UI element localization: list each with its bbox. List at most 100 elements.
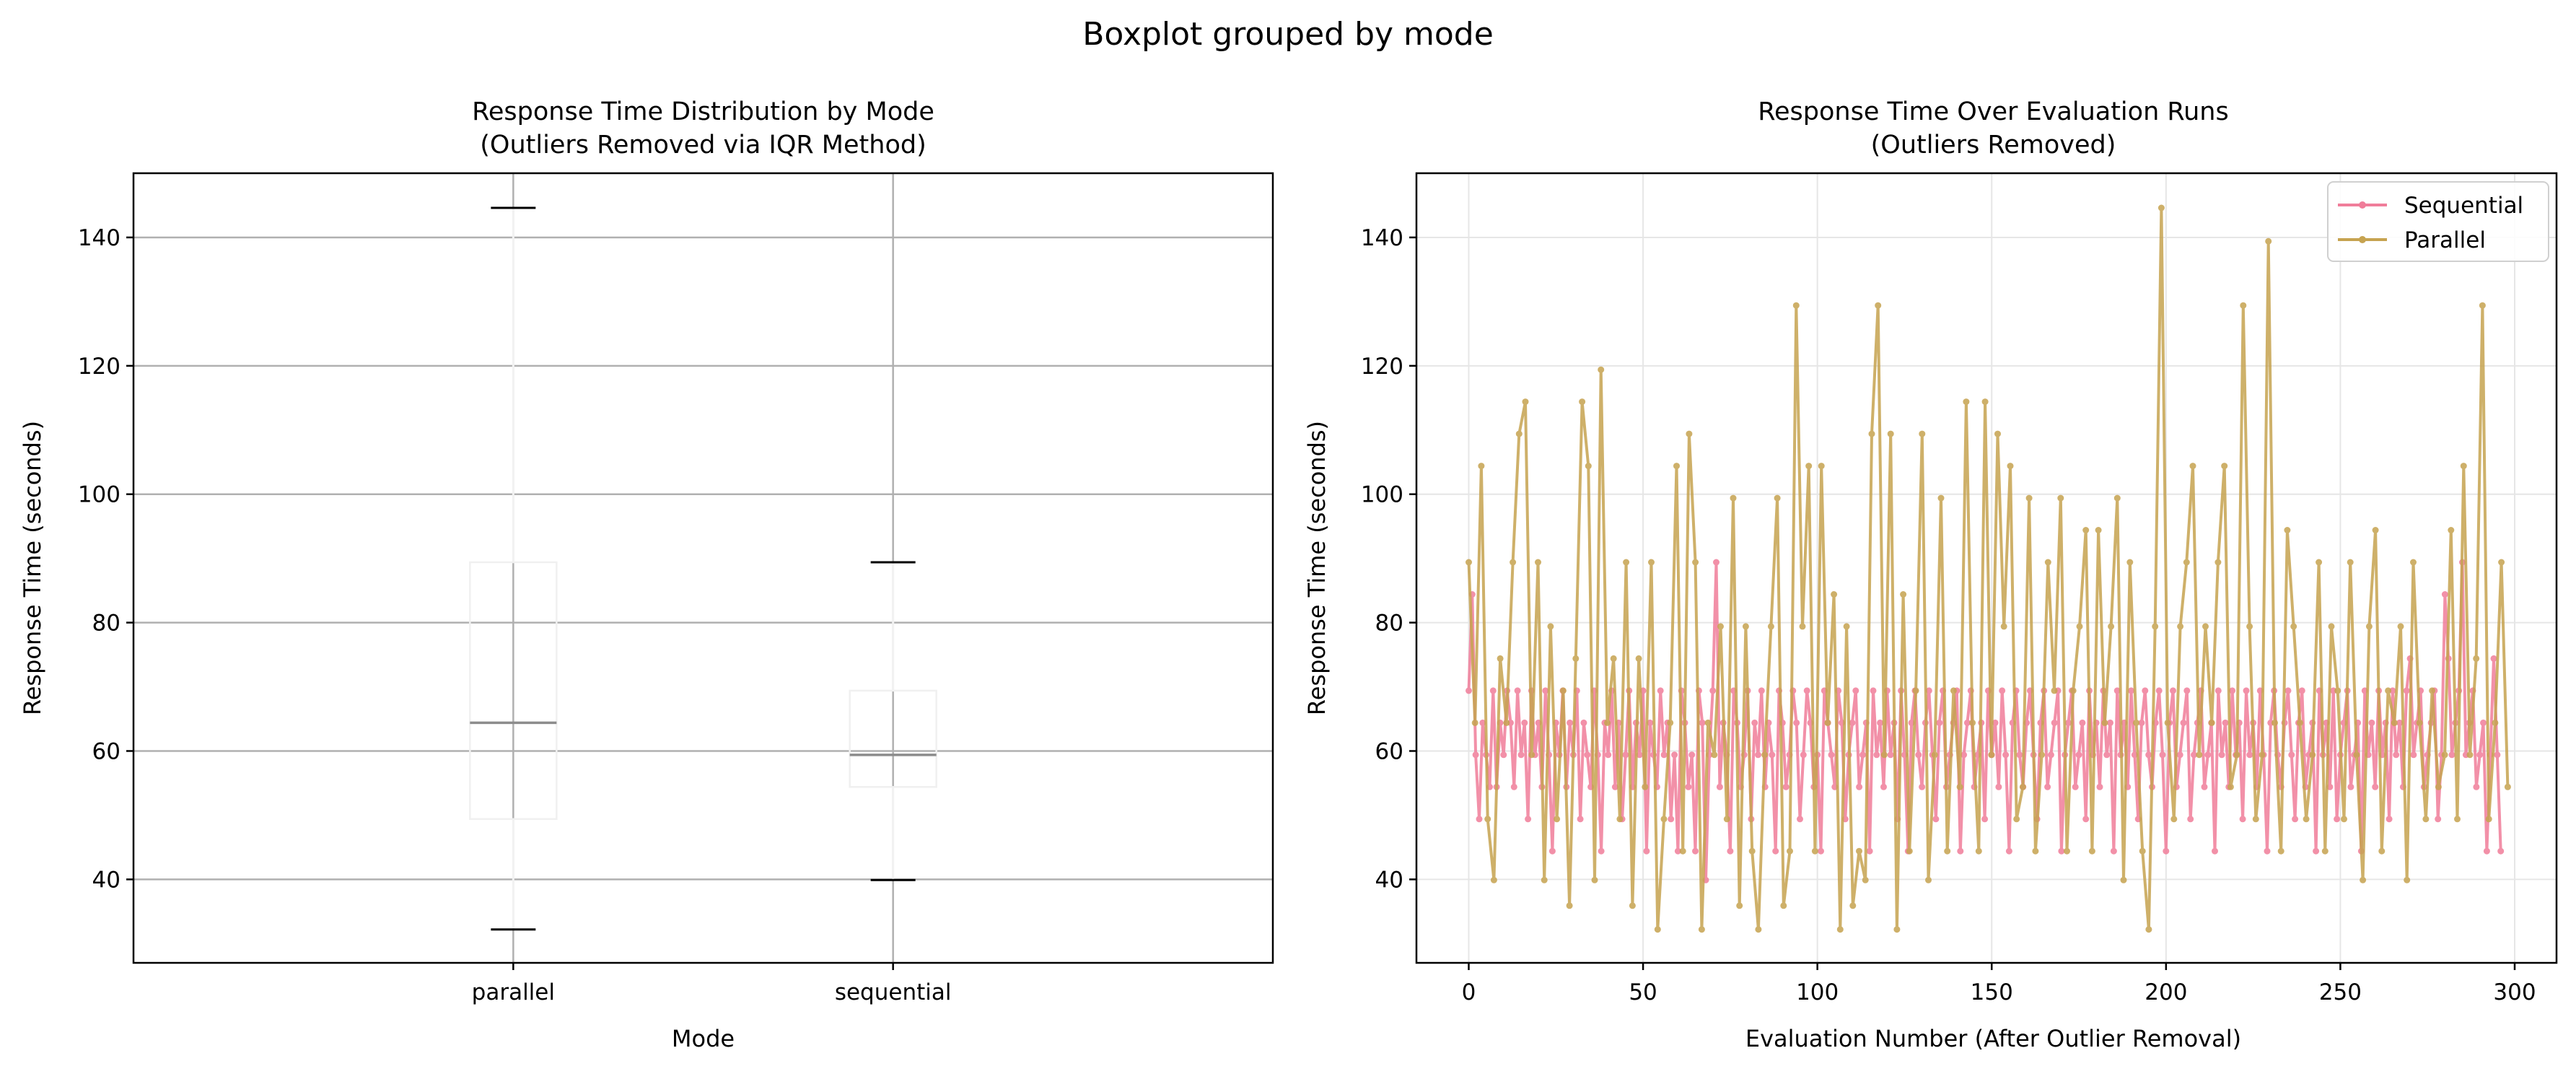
line-chart-y-ticks: 40 60 80 100 120 140 — [1361, 225, 1416, 893]
series-parallel-point — [1831, 591, 1838, 598]
series-sequential-point — [1611, 783, 1618, 790]
series-sequential-point — [1981, 816, 1989, 823]
series-parallel-point — [2498, 559, 2505, 566]
series-sequential-point — [2246, 751, 2253, 759]
series-sequential-point — [2065, 719, 2072, 726]
series-sequential-point — [1692, 847, 1699, 855]
series-sequential-point — [2264, 847, 2271, 855]
series-parallel-point — [1774, 494, 1781, 502]
series-sequential-point — [1961, 751, 1968, 759]
boxplot-y-tick-label: 140 — [78, 225, 121, 251]
series-sequential-point — [2159, 751, 2166, 759]
line-chart-y-tick-label: 40 — [1375, 867, 1403, 893]
series-parallel-point — [2365, 623, 2373, 630]
series-parallel-point — [1717, 623, 1724, 630]
series-sequential-point — [1849, 719, 1856, 726]
legend-sequential-label: Sequential — [2404, 193, 2523, 219]
series-parallel-point — [2372, 527, 2379, 533]
series-sequential-point — [1957, 847, 1964, 855]
series-parallel-point — [2189, 463, 2196, 470]
series-parallel-point — [2296, 719, 2303, 726]
boxplot-axes-frame — [132, 172, 1274, 964]
box-iqr-rect — [849, 689, 937, 788]
series-sequential-point — [2229, 687, 2236, 694]
series-parallel-point — [1849, 902, 1857, 909]
series-parallel-point — [1843, 623, 1850, 630]
series-parallel-point — [2347, 559, 2354, 566]
series-sequential-point — [2072, 783, 2079, 790]
series-sequential-point — [1466, 687, 1472, 694]
series-parallel-point — [2057, 494, 2064, 502]
series-parallel-point — [2101, 719, 2108, 726]
series-parallel-point — [2221, 463, 2228, 470]
series-parallel-point — [2164, 719, 2171, 726]
series-parallel-point — [1780, 902, 1787, 909]
line-chart-legend: Sequential Parallel — [2327, 181, 2549, 262]
line-chart-x-tick-label: 150 — [1971, 979, 2013, 1005]
series-parallel-point — [1623, 559, 1630, 566]
series-sequential-point — [2058, 847, 2065, 855]
series-sequential-point — [1510, 783, 1517, 790]
series-sequential-point — [2288, 751, 2295, 759]
series-parallel-point — [2095, 527, 2102, 533]
series-parallel-point — [1579, 398, 1586, 406]
series-sequential-point — [2183, 687, 2191, 694]
series-sequential-point — [1671, 751, 1678, 759]
series-parallel-point — [1981, 398, 1989, 406]
series-parallel-point — [2316, 559, 2323, 566]
series-parallel-point — [2341, 816, 2347, 823]
series-parallel-point — [2309, 751, 2316, 759]
line-chart-x-tick-label: 300 — [2493, 979, 2536, 1005]
series-parallel-point — [2069, 687, 2077, 694]
series-parallel-point — [2473, 655, 2480, 662]
series-parallel-point — [1937, 494, 1945, 502]
series-sequential-point — [2128, 687, 2134, 694]
series-sequential-point — [2284, 687, 2292, 694]
series-parallel-point — [2088, 847, 2095, 855]
series-sequential-point — [2005, 847, 2012, 855]
series-parallel-point — [2139, 847, 2146, 855]
series-sequential-point — [1859, 751, 1866, 759]
boxplot-gridlines — [133, 173, 1273, 963]
series-parallel-point — [2479, 302, 2486, 309]
series-sequential-point — [1685, 783, 1692, 790]
series-parallel-point — [2113, 494, 2121, 502]
figure-suptitle: Boxplot grouped by mode — [1082, 16, 1494, 53]
series-parallel-point — [2038, 751, 2046, 759]
series-sequential-point — [2214, 687, 2222, 694]
series-sequential-point — [2218, 751, 2225, 759]
series-parallel-point — [1478, 463, 1485, 470]
series-parallel-point — [2448, 527, 2455, 533]
series-parallel-point — [2126, 559, 2134, 566]
series-sequential-point — [1598, 847, 1605, 855]
series-parallel-point — [1566, 902, 1573, 909]
series-sequential-point — [1674, 847, 1681, 855]
series-parallel-point — [1471, 719, 1478, 726]
series-sequential-point — [2180, 719, 2187, 726]
series-parallel-point — [1635, 655, 1642, 662]
boxplot-y-tick-label: 100 — [78, 482, 121, 508]
series-sequential-point — [1643, 847, 1650, 855]
series-sequential-point — [2483, 847, 2490, 855]
series-parallel-point — [2492, 719, 2499, 726]
series-parallel-point — [1730, 494, 1737, 502]
series-parallel-point — [2284, 527, 2291, 533]
series-parallel-point — [1704, 719, 1712, 726]
series-parallel-point — [1503, 719, 1510, 726]
series-parallel-point — [1490, 876, 1497, 883]
series-parallel-point — [1969, 719, 1976, 726]
series-sequential-point — [2204, 751, 2212, 759]
series-sequential-point — [2047, 751, 2054, 759]
series-sequential-point — [1636, 751, 1643, 759]
line-chart-y-tick-label: 100 — [1361, 482, 1403, 508]
legend-frame — [2327, 181, 2549, 262]
series-sequential-point — [2212, 847, 2218, 855]
series-parallel-point — [1887, 430, 1894, 437]
series-parallel-point — [2145, 926, 2152, 933]
series-sequential-point — [1751, 719, 1758, 726]
series-sequential-point — [2044, 783, 2051, 790]
series-parallel-point — [1515, 430, 1523, 437]
series-sequential-point — [1727, 847, 1734, 855]
box-parallel — [469, 206, 558, 931]
series-parallel-point — [1610, 655, 1617, 662]
